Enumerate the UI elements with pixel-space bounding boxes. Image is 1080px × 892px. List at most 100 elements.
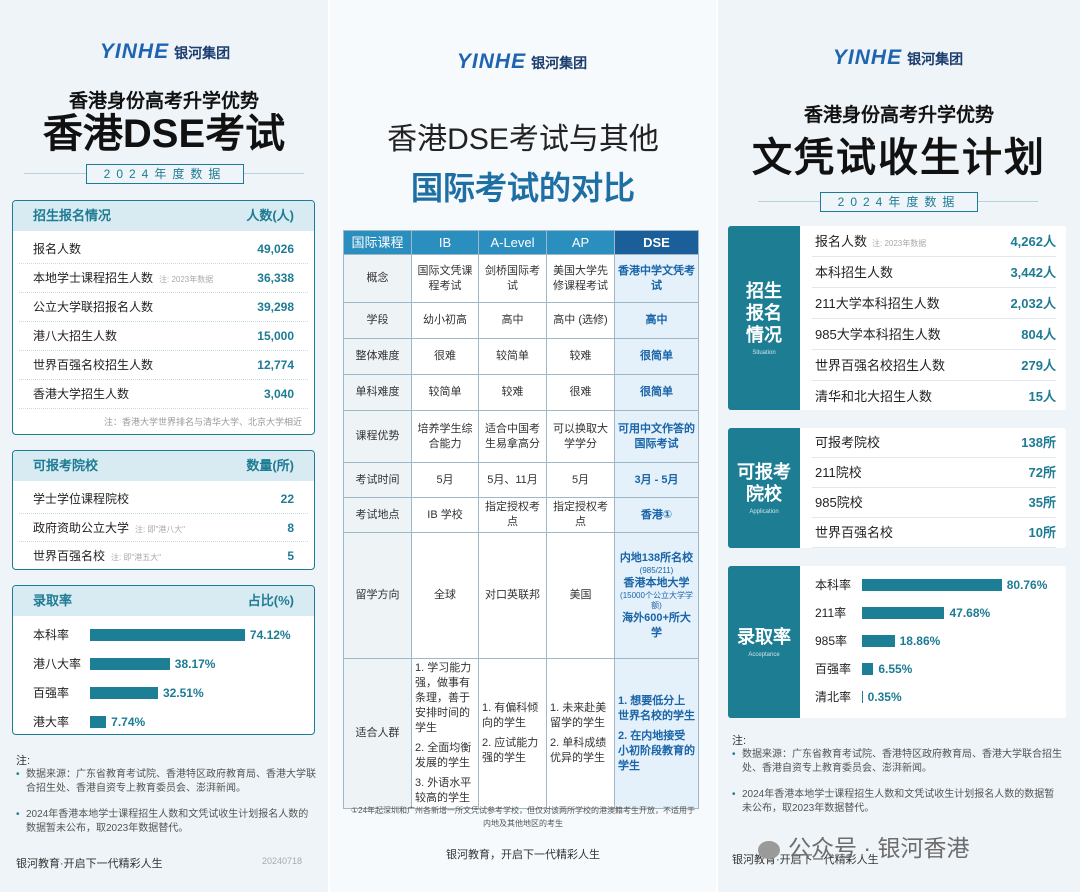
panel: YINHE 银河集团 香港身份高考升学优势 文凭试收生计划 2024年度数据 招生报名情况… (718, 0, 1080, 892)
row-label: 政府资助公立大学 (33, 520, 130, 535)
table-cell: 较难 (478, 374, 547, 411)
header-value: 数量(所) (246, 458, 294, 473)
bar-label: 80.76% (1006, 578, 1048, 592)
table-cell: 单科难度 (343, 374, 412, 411)
data-row: 公立大学联招报名人数 39,298 (19, 293, 308, 322)
side-section: 录取率 Acceptance 本科率 80.76% 211率 47.68% 985率 18.8… (728, 566, 1066, 718)
row-label: 公立大学联招报名人数 (33, 300, 154, 314)
logo-name: 银河集团 (174, 45, 231, 61)
table-cell: 美国 (546, 532, 615, 659)
table-cell: 内地138所名校 (985/211) 香港本地大学 (15000个公立大学学额) 海外6… (614, 532, 699, 659)
table-cell: 很难 (546, 374, 615, 411)
logo-name: 银河集团 (531, 55, 588, 71)
row-value: 22 (280, 492, 294, 506)
bar-category: 211率 (815, 606, 847, 620)
bar-category: 港大率 (33, 715, 70, 729)
row-note: 注: 2023年数据 (159, 275, 214, 284)
table-cell: 可用中文作答的国际考试 (614, 410, 699, 463)
side-label-en: Acceptance (748, 652, 780, 658)
table-cell: 5月、11月 (478, 462, 547, 498)
table-cell: 较简单 (411, 374, 479, 411)
comparison-table: 国际课程 IB A-Level AP DSE 概念 国际文凭课程考试 剑桥国际考试 美国大学先修… (343, 230, 699, 809)
data-row: 报名人数 注: 2023年数据 4,262人 (812, 226, 1056, 257)
bar (90, 687, 158, 699)
bar-category: 百强率 (33, 686, 70, 700)
table-cell: 概念 (343, 254, 412, 303)
data-row: 985大学本科招生人数 804人 (812, 319, 1056, 350)
table-cell: 很难 (411, 338, 479, 375)
cell-line: 2. 在内地接受小初阶段教育的学生 (618, 729, 695, 772)
note-text: 数据来源：广东省教育考试院、香港特区政府教育局、香港大学联合招生处、香港自资专上… (742, 749, 1062, 774)
bullet: • (16, 769, 20, 780)
bar-category: 本科率 (33, 628, 70, 642)
logo: YINHE 银河集团 (432, 50, 612, 74)
row-label: 世界百强名校招生人数 (815, 358, 946, 373)
bar (862, 579, 1002, 591)
watermark: 公众号 · 银河香港 (758, 833, 969, 863)
row-label: 本科招生人数 (815, 265, 894, 280)
table-cell: 很简单 (614, 374, 699, 411)
bar-label: 0.35% (867, 690, 902, 704)
wechat-icon (758, 840, 780, 859)
row-label: 报名人数 (815, 234, 868, 249)
data-row: 211大学本科招生人数 2,032人 (812, 288, 1056, 319)
table-cell: 考试时间 (343, 462, 412, 498)
bar (862, 635, 895, 647)
bar-category: 清北率 (815, 690, 852, 704)
row-value: 3,040 (263, 387, 294, 401)
row-value: 49,026 (257, 242, 294, 256)
table-row: 整体难度 很难 较简单 较难 很简单 (343, 338, 699, 375)
cell-line: (15000个公立大学学额) (620, 590, 693, 610)
bar-label: 32.51% (162, 686, 204, 700)
logo-brand: YINHE (832, 46, 903, 69)
note-item: • 数据来源：广东省教育考试院、香港特区政府教育局、香港大学联合招生处、香港自资专… (732, 748, 1064, 776)
table-cell: 国际文凭课程考试 (411, 254, 479, 303)
data-row: 211院校 72所 (812, 458, 1056, 488)
row-value: 138所 (1021, 435, 1056, 450)
notes-title: 注: (732, 735, 747, 747)
row-label: 港八大招生人数 (33, 329, 118, 343)
data-row: 世界百强名校 注: 即"港五大" 5 (19, 542, 308, 569)
title: 香港DSE考试 (42, 112, 286, 156)
table-row: 学段 幼小初高 高中 高中 (选修) 高中 (343, 302, 699, 339)
date: 20240718 (262, 856, 303, 866)
table-cell: 香港中学文凭考试 (614, 254, 699, 303)
section-header: 可报考院校 数量(所) (13, 451, 314, 481)
note-text: 数据来源：广东省教育考试院、香港特区政府教育局、香港大学联合招生处、香港自资专上… (26, 769, 316, 794)
row-value: 5 (287, 549, 294, 563)
section-header: 录取率 占比(%) (13, 586, 314, 616)
row-value: 15,000 (257, 329, 294, 343)
bar-category: 港八大率 (33, 657, 82, 671)
table-row: 课程优势 培养学生综合能力 适合中国考生易拿高分 可以换取大学学分 可用中文作答的国际考… (343, 410, 699, 463)
bar (862, 663, 874, 675)
row-value: 39,298 (257, 300, 294, 314)
table-cell: 指定授权考点 (546, 497, 615, 533)
row-label: 211大学本科招生人数 (815, 296, 940, 311)
row-value: 15人 (1028, 389, 1056, 404)
data-row: 港八大招生人数 15,000 (19, 322, 308, 351)
side-label: 录取率 (737, 627, 791, 647)
row-label: 香港大学招生人数 (33, 387, 130, 401)
cell-line: 海外600+所大学 (622, 611, 691, 639)
title-line: 香港DSE考试与其他 (387, 123, 659, 156)
table-cell: 指定授权考点 (478, 497, 547, 533)
table-cell: 可以换取大学学分 (546, 410, 615, 463)
table-cell: 5月 (411, 462, 479, 498)
side-label-en: Application (749, 509, 779, 515)
row-value: 36,338 (257, 271, 294, 285)
notes-title: 注: (16, 755, 31, 767)
row-value: 10所 (1028, 525, 1056, 540)
panel: YINHE 银河集团 香港身份高考升学优势 香港DSE考试 2024年度数据 招生报名情况… (0, 0, 328, 892)
logo: YINHE 银河集团 (75, 40, 255, 64)
row-value: 279人 (1021, 358, 1056, 373)
cell-line: 3. 外语水平较高的学生 (415, 777, 472, 804)
table-cell: 适合人群 (343, 658, 412, 809)
bar (90, 629, 245, 641)
data-row: 本地学士课程招生人数 注: 2023年数据 36,338 (19, 264, 308, 293)
row-value: 3,442人 (1010, 265, 1056, 280)
side-label: 招生报名情况 (746, 281, 782, 345)
table-row: 单科难度 较简单 较难 很难 很简单 (343, 374, 699, 411)
data-row: 世界百强名校招生人数 12,774 (19, 351, 308, 380)
data-row: 本科招生人数 3,442人 (812, 257, 1056, 288)
